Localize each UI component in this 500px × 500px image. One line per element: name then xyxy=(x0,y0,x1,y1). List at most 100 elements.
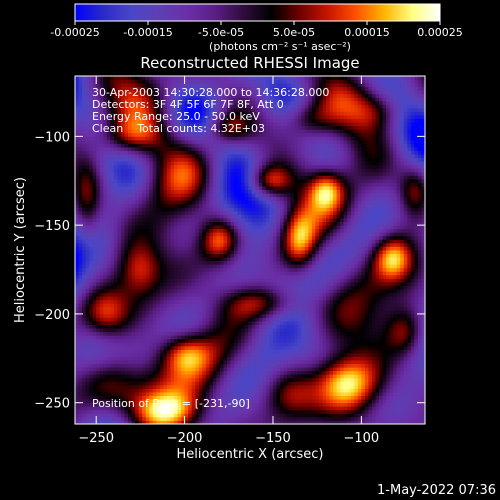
heatmap-cell xyxy=(170,250,175,254)
heatmap-cell xyxy=(244,420,249,424)
heatmap-cell xyxy=(315,338,320,343)
heatmap-cell xyxy=(354,253,359,258)
heatmap-cell xyxy=(287,395,292,400)
heatmap-cell xyxy=(407,250,412,254)
heatmap-cell xyxy=(142,381,147,386)
heatmap-cell xyxy=(209,363,214,368)
heatmap-cell xyxy=(145,264,150,269)
heatmap-cell xyxy=(329,345,334,350)
heatmap-cell xyxy=(287,363,292,368)
heatmap-cell xyxy=(389,264,394,269)
heatmap-cell xyxy=(170,392,175,396)
heatmap-cell xyxy=(343,324,348,329)
heatmap-cell xyxy=(117,274,122,279)
heatmap-cell xyxy=(184,285,189,290)
colorbar-tick-label: 0.00015 xyxy=(344,26,390,39)
heatmap-cell xyxy=(297,274,302,279)
heatmap-cell xyxy=(145,384,150,389)
heatmap-cell xyxy=(269,317,274,322)
heatmap-cell xyxy=(177,267,182,272)
heatmap-cell xyxy=(255,338,260,343)
heatmap-cell xyxy=(414,392,419,396)
heatmap-cell xyxy=(304,250,309,254)
heatmap-cell xyxy=(173,299,178,304)
heatmap-cell xyxy=(389,377,394,382)
heatmap-cell xyxy=(379,335,383,340)
heatmap-cell xyxy=(198,352,203,357)
heatmap-cell xyxy=(403,395,408,400)
heatmap-cell xyxy=(131,321,136,325)
heatmap-cell xyxy=(258,296,263,301)
heatmap-cell xyxy=(188,260,193,265)
heatmap-cell xyxy=(145,367,150,372)
heatmap-cell xyxy=(184,296,189,301)
heatmap-cell xyxy=(145,253,150,258)
heatmap-cell xyxy=(110,381,115,386)
heatmap-cell xyxy=(135,406,140,411)
heatmap-cell xyxy=(106,306,111,311)
heatmap-cell xyxy=(407,324,412,329)
heatmap-cell xyxy=(297,395,302,400)
heatmap-cell xyxy=(85,306,90,311)
heatmap-cell xyxy=(272,253,277,258)
heatmap-cell xyxy=(92,242,97,247)
heatmap-cell xyxy=(287,416,292,421)
heatmap-cell xyxy=(103,420,108,424)
heatmap-cell xyxy=(371,313,376,318)
heatmap-cell xyxy=(251,402,256,407)
heatmap-cell xyxy=(120,363,125,368)
heatmap-cell xyxy=(329,250,334,254)
heatmap-cell xyxy=(276,278,281,283)
heatmap-cell xyxy=(280,310,284,315)
heatmap-cell xyxy=(163,377,168,382)
heatmap-cell xyxy=(219,313,224,318)
heatmap-cell xyxy=(78,324,83,329)
heatmap-cell xyxy=(188,257,193,262)
heatmap-cell xyxy=(128,381,132,386)
heatmap-cell xyxy=(131,242,136,247)
heatmap-cell xyxy=(304,285,309,290)
heatmap-cell xyxy=(198,413,203,418)
heatmap-cell xyxy=(195,260,200,265)
heatmap-cell xyxy=(209,399,214,404)
heatmap-cell xyxy=(113,402,118,407)
heatmap-cell xyxy=(99,313,104,318)
heatmap-cell xyxy=(301,303,306,308)
heatmap-cell xyxy=(184,335,189,340)
heatmap-cell xyxy=(166,324,171,329)
heatmap-cell xyxy=(177,374,182,379)
heatmap-cell xyxy=(255,420,260,424)
heatmap-cell xyxy=(205,267,210,272)
heatmap-cell xyxy=(364,289,369,294)
heatmap-cell xyxy=(265,388,270,393)
heatmap-cell xyxy=(145,257,150,262)
heatmap-cell xyxy=(195,363,200,368)
heatmap-cell xyxy=(92,321,97,325)
heatmap-cell xyxy=(315,313,320,318)
heatmap-cell xyxy=(177,370,182,375)
heatmap-cell xyxy=(113,345,118,350)
heatmap-cell xyxy=(75,356,79,361)
heatmap-cell xyxy=(78,285,83,290)
heatmap-cell xyxy=(128,281,132,286)
heatmap-cell xyxy=(347,345,352,350)
heatmap-cell xyxy=(382,399,387,404)
heatmap-cell xyxy=(393,381,398,386)
heatmap-cell xyxy=(241,292,246,297)
heatmap-cell xyxy=(227,349,231,354)
heatmap-cell xyxy=(336,331,341,336)
heatmap-cell xyxy=(188,306,193,311)
heatmap-cell xyxy=(382,409,387,414)
heatmap-cell xyxy=(184,392,189,396)
heatmap-cell xyxy=(301,324,306,329)
heatmap-cell xyxy=(272,409,277,414)
heatmap-cell xyxy=(89,328,94,333)
heatmap-cell xyxy=(354,250,359,254)
heatmap-cell xyxy=(212,313,217,318)
heatmap-cell xyxy=(304,281,309,286)
heatmap-cell xyxy=(322,303,327,308)
heatmap-cell xyxy=(347,363,352,368)
heatmap-cell xyxy=(301,285,306,290)
heatmap-cell xyxy=(223,349,228,354)
heatmap-cell xyxy=(308,381,313,386)
